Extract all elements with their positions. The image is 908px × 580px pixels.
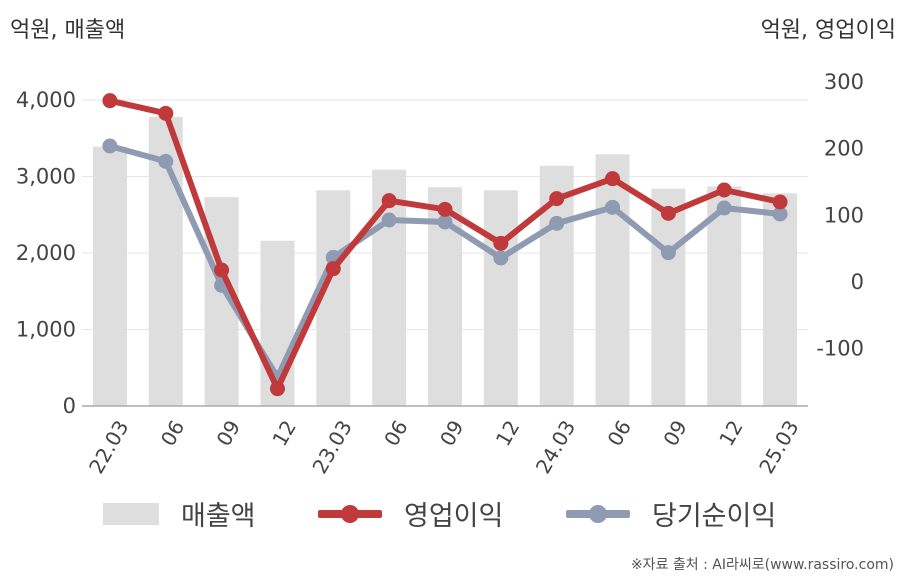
- right-tick-label: 100: [824, 203, 864, 227]
- profit-lines: [102, 93, 788, 397]
- legend-item-net-income: 당기순이익: [566, 494, 776, 533]
- left-tick-label: 3,000: [16, 165, 76, 189]
- left-tick-label: 2,000: [16, 241, 76, 265]
- x-tick-label: 24.03: [531, 416, 580, 478]
- operating-profit-point: [605, 171, 621, 187]
- legend-label-net-income: 당기순이익: [652, 501, 777, 532]
- operating-profit-point: [660, 205, 676, 221]
- legend-swatch-operating-profit: [318, 504, 382, 523]
- x-tick-label: 06: [603, 416, 637, 450]
- left-axis-ticks: 0 1,000 2,000 3,000 4,000: [16, 88, 76, 418]
- net-income-point: [605, 199, 621, 215]
- legend-item-operating-profit: 영업이익: [318, 494, 503, 533]
- revenue-bar: [763, 193, 798, 406]
- right-tick-label: 0: [851, 270, 864, 294]
- net-income-point: [158, 153, 174, 169]
- operating-profit-point: [437, 201, 453, 217]
- right-tick-label: 200: [824, 137, 864, 161]
- legend-swatch-net-income: [566, 504, 630, 523]
- x-tick-label: 09: [435, 416, 469, 450]
- left-tick-label: 1,000: [16, 318, 76, 342]
- right-tick-label: -100: [816, 337, 864, 361]
- operating-profit-point: [549, 191, 565, 207]
- net-income-point: [381, 212, 397, 228]
- operating-profit-point: [716, 182, 732, 198]
- net-income-point: [102, 138, 118, 154]
- left-tick-label: 4,000: [16, 88, 76, 112]
- legend-item-revenue: 매출액: [103, 494, 256, 533]
- operating-profit-point: [158, 105, 174, 121]
- right-axis-unit-label: 억원, 영업이익: [760, 18, 896, 43]
- operating-profit-point: [772, 194, 788, 210]
- legend-label-revenue: 매출액: [181, 501, 256, 532]
- x-tick-label: 12: [714, 416, 748, 450]
- net-income-point: [660, 245, 676, 261]
- operating-profit-point: [381, 193, 397, 209]
- operating-profit-point: [269, 381, 285, 397]
- x-tick-label: 12: [267, 416, 301, 450]
- revenue-bars: [92, 116, 798, 407]
- operating-profit-point: [493, 235, 509, 251]
- x-tick-label: 25.03: [754, 416, 803, 478]
- left-tick-label: 0: [63, 394, 76, 418]
- operating-profit-point: [214, 262, 230, 278]
- revenue-bar: [707, 186, 742, 406]
- x-tick-label: 22.03: [84, 416, 133, 478]
- x-axis-ticks: 22.03 06 09 12 23.03 06 09 12 24.03 06 09 12 25.03: [84, 416, 804, 478]
- x-tick-label: 06: [156, 416, 190, 450]
- x-tick-label: 23.03: [307, 416, 356, 478]
- legend-swatch-revenue: [103, 502, 159, 525]
- net-income-point: [437, 214, 453, 230]
- net-income-point: [493, 250, 509, 266]
- x-tick-label: 09: [212, 416, 246, 450]
- revenue-bar: [651, 188, 686, 406]
- operating-profit-point: [102, 93, 118, 109]
- net-income-point: [772, 206, 788, 222]
- legend: 매출액 영업이익 당기순이익: [0, 494, 908, 534]
- left-axis-unit-label: 억원, 매출액: [10, 18, 126, 43]
- net-income-point: [549, 215, 565, 231]
- net-income-point: [716, 200, 732, 216]
- operating-profit-point: [325, 261, 341, 277]
- revenue-bar: [92, 146, 127, 407]
- revenue-bar: [483, 190, 518, 406]
- combo-chart: 0 1,000 2,000 3,000 4,000 -100 0 100 200 300 22.…: [16, 70, 864, 478]
- x-tick-label: 06: [379, 416, 413, 450]
- legend-label-operating-profit: 영업이익: [404, 501, 504, 532]
- right-tick-label: 300: [824, 70, 864, 94]
- x-tick-label: 12: [491, 416, 525, 450]
- x-tick-label: 09: [658, 416, 692, 450]
- revenue-bar: [372, 169, 407, 406]
- source-note: ※자료 출처 : AI라씨로(www.rassiro.com): [630, 557, 894, 573]
- revenue-bar: [595, 154, 630, 406]
- right-axis-ticks: -100 0 100 200 300: [816, 70, 864, 361]
